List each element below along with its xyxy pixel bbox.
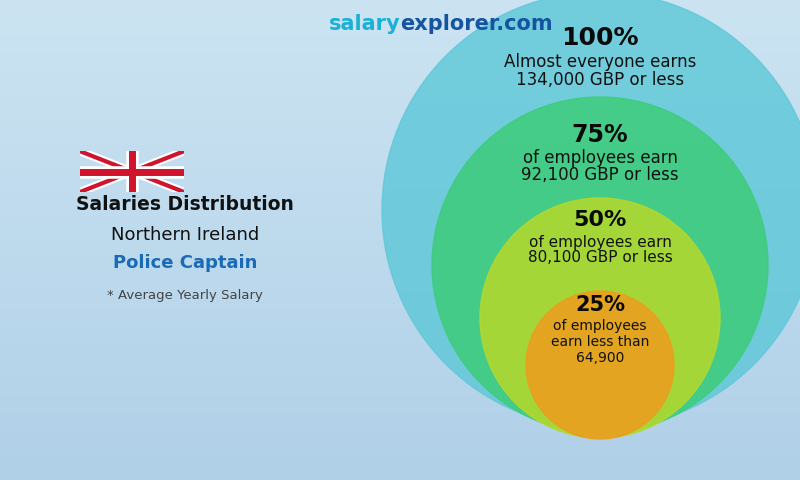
Text: of employees earn: of employees earn: [529, 235, 671, 250]
Text: salary: salary: [328, 14, 400, 34]
Text: Almost everyone earns: Almost everyone earns: [504, 53, 696, 71]
Circle shape: [432, 97, 768, 433]
Text: Salaries Distribution: Salaries Distribution: [76, 195, 294, 215]
Text: earn less than: earn less than: [551, 335, 649, 349]
Text: 64,900: 64,900: [576, 351, 624, 365]
Circle shape: [526, 291, 674, 439]
Circle shape: [480, 198, 720, 438]
Text: of employees: of employees: [554, 319, 646, 333]
Text: 25%: 25%: [575, 295, 625, 315]
Circle shape: [382, 0, 800, 428]
Text: * Average Yearly Salary: * Average Yearly Salary: [107, 288, 263, 301]
Text: Northern Ireland: Northern Ireland: [111, 226, 259, 244]
Text: Police Captain: Police Captain: [113, 254, 257, 272]
Text: 50%: 50%: [574, 210, 626, 230]
Text: 100%: 100%: [562, 26, 638, 50]
Text: of employees earn: of employees earn: [522, 149, 678, 167]
Text: explorer.com: explorer.com: [400, 14, 553, 34]
Text: 80,100 GBP or less: 80,100 GBP or less: [528, 251, 672, 265]
Text: 75%: 75%: [572, 123, 628, 147]
Text: 134,000 GBP or less: 134,000 GBP or less: [516, 71, 684, 89]
Text: 92,100 GBP or less: 92,100 GBP or less: [521, 166, 679, 184]
